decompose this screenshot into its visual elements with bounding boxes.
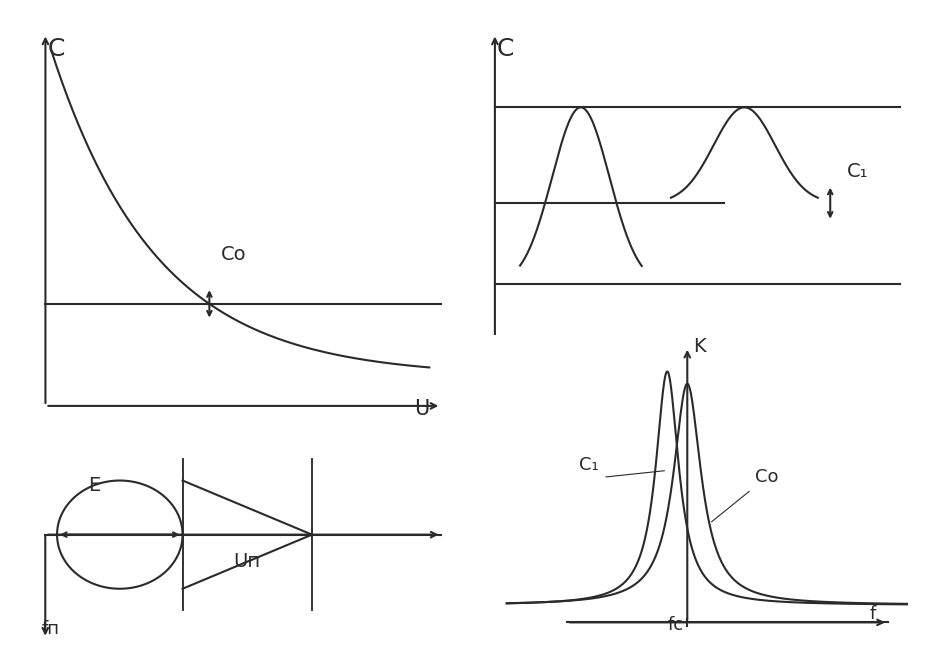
Text: Co: Co — [755, 468, 779, 486]
Text: fп: fп — [41, 620, 59, 638]
Text: Uп: Uп — [234, 552, 261, 571]
Text: C₁: C₁ — [579, 456, 599, 474]
Text: C: C — [48, 37, 65, 61]
Text: fc: fc — [667, 616, 683, 634]
Text: C₁: C₁ — [846, 163, 868, 181]
Text: f: f — [870, 605, 876, 623]
Text: Co: Co — [222, 245, 247, 264]
Text: fп: fп — [866, 397, 884, 415]
Text: K: K — [694, 337, 706, 356]
Text: U: U — [414, 399, 430, 419]
Text: C: C — [497, 37, 514, 61]
Text: E: E — [88, 476, 101, 495]
